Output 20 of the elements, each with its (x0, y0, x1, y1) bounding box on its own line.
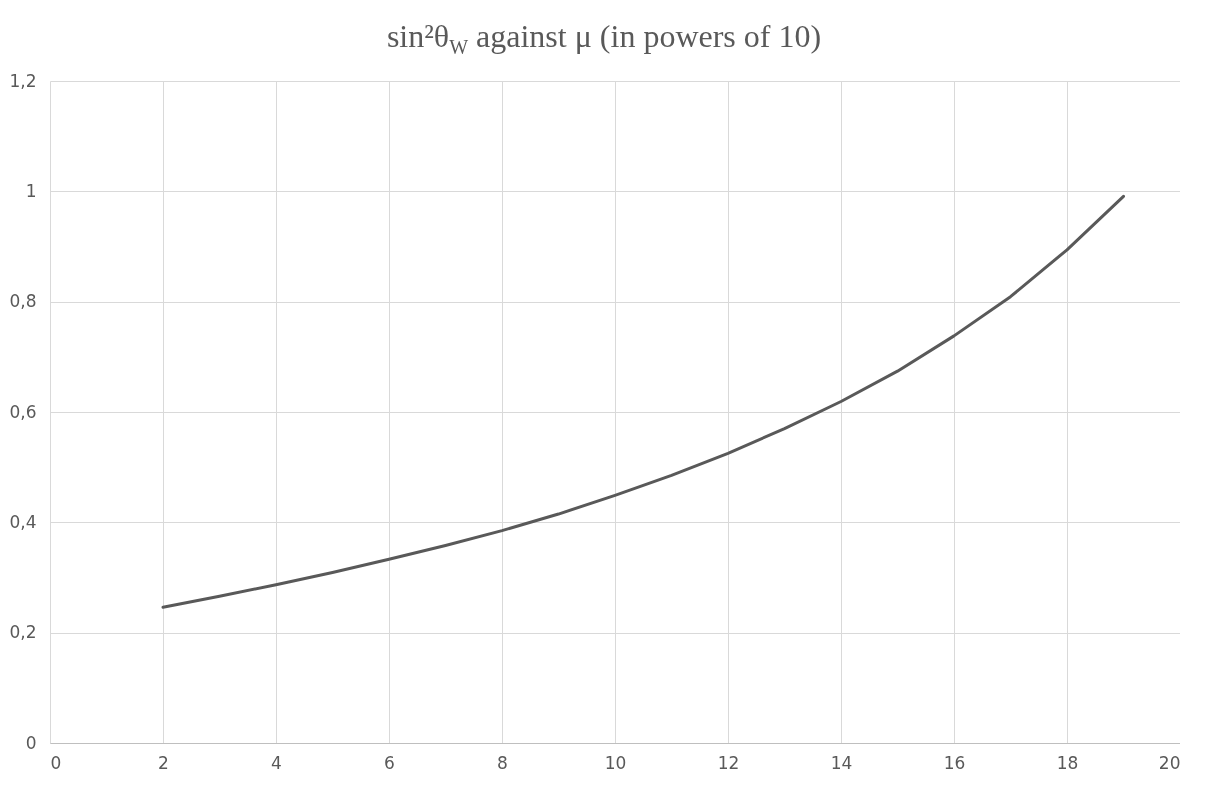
x-tick-label: 20 (1158, 752, 1181, 773)
y-tick-label: 1 (25, 180, 37, 201)
line-series (161, 194, 1125, 609)
x-tick-label: 10 (604, 752, 627, 773)
y-tick-label: 0,8 (9, 291, 37, 312)
x-tick-label: 0 (50, 752, 62, 773)
chart-title: sin²θ$_{W}$ against μ (in powers of 10) (385, 18, 823, 60)
x-tick-label: 6 (384, 752, 395, 773)
x-tick-label: 12 (717, 752, 740, 773)
x-tick-label: 8 (497, 752, 508, 773)
y-tick-label: 1,2 (9, 70, 37, 91)
y-tick-label: 0,6 (9, 401, 37, 422)
x-tick-label: 18 (1056, 752, 1079, 773)
y-tick-label: 0,4 (9, 511, 37, 532)
y-tick-label: 0,2 (9, 622, 37, 643)
x-tick-label: 16 (943, 752, 966, 773)
x-tick-label: 4 (271, 752, 282, 773)
y-tick-label: 0 (25, 732, 37, 753)
x-tick-label: 2 (158, 752, 169, 773)
x-tick-label: 14 (830, 752, 853, 773)
